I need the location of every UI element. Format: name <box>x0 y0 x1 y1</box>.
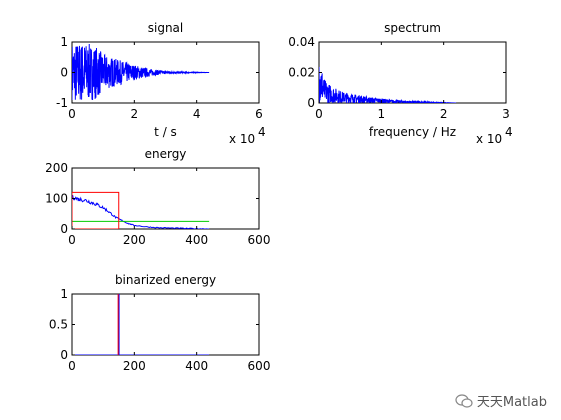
x-exponent-power: 4 <box>505 125 513 139</box>
x-tick-label: 6 <box>255 107 263 121</box>
axes-box <box>71 167 260 230</box>
subplot-title: binarized energy <box>115 273 216 287</box>
y-tick-label: 0 <box>60 348 68 362</box>
x-axis-label: t / s <box>154 125 177 139</box>
x-tick-label: 600 <box>248 233 271 247</box>
y-tick-label: 1 <box>60 35 68 49</box>
x-tick-label: 2 <box>131 107 139 121</box>
subplot-title: energy <box>145 147 187 161</box>
y-tick-label: 0 <box>60 66 68 80</box>
y-tick-label: 0.04 <box>288 35 315 49</box>
watermark: 天天Matlab <box>455 391 547 410</box>
y-tick-label: 1 <box>60 287 68 301</box>
plot-area <box>72 191 210 229</box>
y-tick-label: 0 <box>60 222 68 236</box>
subplot-title: signal <box>148 21 184 35</box>
plot-area <box>72 43 210 103</box>
x-tick-label: 600 <box>248 359 271 373</box>
series-spectrum-0 <box>319 66 457 103</box>
x-tick-label: 0 <box>68 359 76 373</box>
x-tick-label: 2 <box>440 107 448 121</box>
watermark-text: 天天Matlab <box>476 395 547 410</box>
x-tick-label: 3 <box>502 107 510 121</box>
x-tick-label: 1 <box>378 107 386 121</box>
axes-box <box>71 293 260 356</box>
x-exponent-power: 4 <box>258 125 266 139</box>
plot-area <box>319 66 457 103</box>
y-tick-label: 0.5 <box>49 318 68 332</box>
series-signal-0 <box>72 43 210 103</box>
x-axis-label: frequency / Hz <box>369 125 456 139</box>
series-energy-0 <box>72 194 210 229</box>
subplot-title: spectrum <box>384 21 441 35</box>
subplot-spectrum: 0 1 2 3 0 0.02 0.04 spectrum frequency / Hz x 10 4 <box>288 21 512 146</box>
x-tick-label: 400 <box>185 359 208 373</box>
y-tick-label: 0 <box>307 96 315 110</box>
x-tick-label: 0 <box>315 107 323 121</box>
y-tick-label: 200 <box>45 161 68 175</box>
series-energy-2 <box>72 191 120 229</box>
y-tick-label: 0.02 <box>288 66 315 80</box>
x-exponent-label: x 10 <box>476 132 502 146</box>
x-tick-label: 0 <box>68 107 76 121</box>
x-tick-label: 4 <box>193 107 201 121</box>
y-tick-label: 100 <box>45 192 68 206</box>
subplot-energy: 0 200 400 600 0 100 200 energy <box>45 147 270 247</box>
x-tick-label: 200 <box>123 233 146 247</box>
wechat-icon <box>455 393 473 408</box>
x-tick-label: 200 <box>123 359 146 373</box>
x-tick-label: 0 <box>68 233 76 247</box>
y-tick-label: -1 <box>56 96 68 110</box>
subplot-binarized: 0 200 400 600 0 0.5 1 binarized energy <box>49 273 271 373</box>
x-tick-label: 400 <box>185 233 208 247</box>
x-exponent-label: x 10 <box>229 132 255 146</box>
plot-area <box>72 294 210 355</box>
